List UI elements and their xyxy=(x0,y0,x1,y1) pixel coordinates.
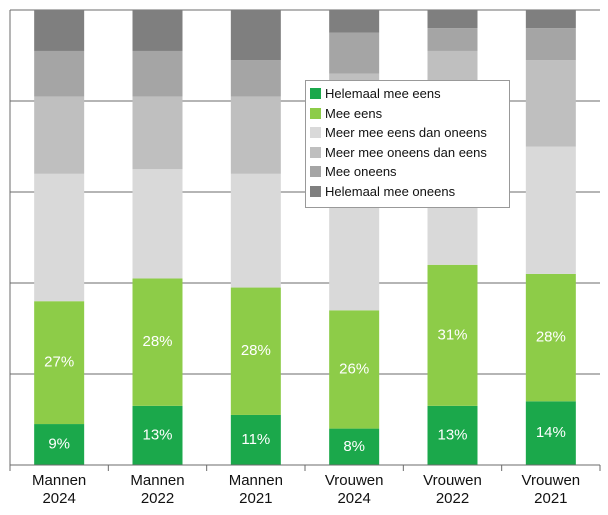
legend-label: Mee oneens xyxy=(325,164,397,180)
bar-segment xyxy=(427,264,478,406)
legend-item: Mee eens xyxy=(310,104,505,124)
data-label: 13% xyxy=(142,426,172,443)
data-label: 13% xyxy=(437,426,467,443)
bar-segment xyxy=(525,60,576,147)
legend-label: Meer mee eens dan oneens xyxy=(325,125,487,141)
bar-segment xyxy=(34,424,85,465)
x-tick-label: Mannen 2022 xyxy=(130,472,185,507)
data-label: 14% xyxy=(536,424,566,441)
data-label: 28% xyxy=(142,333,172,350)
bar-segment xyxy=(230,60,281,97)
data-label: 11% xyxy=(241,431,270,448)
legend-item: Mee oneens xyxy=(310,162,505,182)
legend-swatch xyxy=(310,88,321,100)
legend-swatch xyxy=(310,107,321,119)
bar-segment xyxy=(132,278,183,406)
x-tick-label: Mannen 2021 xyxy=(228,472,283,507)
x-tick-label: Vrouwen 2024 xyxy=(324,472,384,507)
bar-segment xyxy=(230,96,281,174)
data-label: 8% xyxy=(343,438,365,455)
bar-segment xyxy=(230,414,281,465)
data-label: 31% xyxy=(437,326,467,343)
bar-segment xyxy=(34,10,85,51)
data-label: 27% xyxy=(44,354,74,371)
data-label: 26% xyxy=(339,360,369,377)
bar-segment xyxy=(230,10,281,61)
bar-segment xyxy=(132,50,183,97)
legend: Helemaal mee eens Mee eens Meer mee eens d… xyxy=(305,80,510,208)
bar-segment xyxy=(525,10,576,29)
bar-segment xyxy=(132,169,183,279)
bar-segment xyxy=(427,10,478,29)
legend-label: Mee eens xyxy=(325,105,383,121)
data-label: 28% xyxy=(536,329,566,346)
bar-segment xyxy=(329,32,380,74)
x-tick-label: Vrouwen 2021 xyxy=(521,472,581,507)
bar-segment xyxy=(230,287,281,415)
bar-segment xyxy=(525,273,576,402)
bar-segment xyxy=(132,10,183,51)
bar-segment xyxy=(329,10,380,33)
bar-segment xyxy=(34,96,85,174)
legend-swatch xyxy=(310,127,321,139)
legend-item: Helemaal mee eens xyxy=(310,84,505,104)
bar-segment xyxy=(329,428,380,465)
legend-label: Helemaal mee oneens xyxy=(325,183,456,199)
bar-segment xyxy=(132,96,183,170)
bar-segment xyxy=(34,301,85,425)
legend-label: Helemaal mee eens xyxy=(325,86,441,102)
x-tick-label: Mannen 2024 xyxy=(32,472,87,507)
bar-segment xyxy=(427,405,478,465)
bar-segment xyxy=(34,50,85,97)
bar-segment xyxy=(525,28,576,61)
bar-segment xyxy=(230,173,281,288)
legend-swatch xyxy=(310,146,321,158)
x-tick-label: Vrouwen 2022 xyxy=(423,472,482,507)
bar-segment xyxy=(525,146,576,274)
data-label: 28% xyxy=(241,342,271,359)
legend-item: Meer mee oneens dan eens xyxy=(310,143,505,163)
legend-swatch xyxy=(310,166,321,178)
bar-segment xyxy=(329,310,380,429)
bar-segment xyxy=(34,173,85,302)
data-label: 9% xyxy=(48,435,70,452)
legend-item: Meer mee eens dan oneens xyxy=(310,123,505,143)
bar-segment xyxy=(427,28,478,51)
bar-segment xyxy=(525,401,576,465)
legend-swatch xyxy=(310,185,321,197)
bar-segment xyxy=(132,405,183,465)
legend-item: Helemaal mee oneens xyxy=(310,182,505,202)
legend-label: Meer mee oneens dan eens xyxy=(325,144,487,160)
